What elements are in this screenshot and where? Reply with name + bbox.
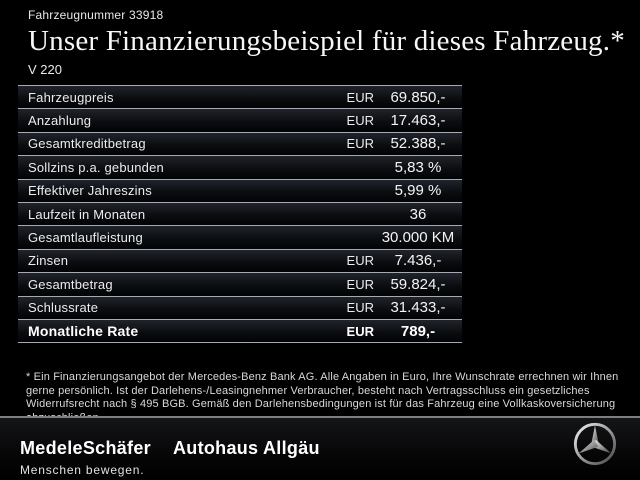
row-currency: EUR bbox=[346, 89, 374, 105]
dealer-footer: MedeleSchäfer Autohaus Allgäu Menschen b… bbox=[0, 416, 640, 480]
financing-table: Fahrzeugpreis EUR 69.850,- Anzahlung EUR… bbox=[18, 85, 462, 344]
row-value: 52.388,- bbox=[390, 135, 446, 153]
row-value: 17.463,- bbox=[390, 112, 446, 130]
row-currency: EUR bbox=[346, 253, 374, 269]
table-row: Sollzins p.a. gebunden 5,83 % bbox=[18, 156, 462, 180]
table-row: Schlussrate EUR 31.433,- bbox=[18, 296, 462, 320]
row-value: 5,99 % bbox=[394, 182, 442, 200]
row-currency: EUR bbox=[346, 276, 374, 292]
row-value: 7.436,- bbox=[394, 252, 442, 270]
page-title: Unser Finanzierungsbeispiel für dieses F… bbox=[28, 25, 625, 57]
mercedes-star-icon bbox=[573, 422, 617, 466]
row-currency: EUR bbox=[346, 300, 374, 316]
dealer-location-logo: Autohaus Allgäu bbox=[172, 438, 320, 458]
dealer-slogan: Menschen bewegen. bbox=[20, 463, 145, 477]
vehicle-model: V 220 bbox=[28, 62, 62, 77]
row-label: Monatliche Rate bbox=[28, 323, 139, 340]
row-value: 30.000 KM bbox=[381, 229, 455, 247]
row-currency: EUR bbox=[346, 323, 374, 339]
row-value: 69.850,- bbox=[390, 88, 446, 106]
row-label: Effektiver Jahreszins bbox=[28, 183, 152, 199]
row-label: Anzahlung bbox=[28, 113, 92, 129]
row-label: Laufzeit in Monaten bbox=[28, 206, 146, 222]
row-currency: EUR bbox=[346, 136, 374, 152]
table-row: Laufzeit in Monaten 36 bbox=[18, 202, 462, 227]
row-label: Fahrzeugpreis bbox=[28, 89, 114, 105]
page-header: Fahrzeugnummer 33918 Unser Finanzierungs… bbox=[28, 8, 630, 77]
table-row: Fahrzeugpreis EUR 69.850,- bbox=[18, 86, 462, 110]
table-row: Zinsen EUR 7.436,- bbox=[18, 249, 462, 274]
row-value: 59.824,- bbox=[390, 275, 446, 293]
row-label: Gesamtkreditbetrag bbox=[28, 136, 146, 152]
table-row: Gesamtkreditbetrag EUR 52.388,- bbox=[18, 132, 462, 157]
row-label: Sollzins p.a. gebunden bbox=[28, 159, 164, 175]
table-row: Gesamtlaufleistung 30.000 KM bbox=[18, 226, 462, 250]
row-label: Gesamtlaufleistung bbox=[28, 230, 143, 246]
table-row: Gesamtbetrag EUR 59.824,- bbox=[18, 273, 462, 297]
row-value: 36 bbox=[409, 205, 427, 223]
table-row: Anzahlung EUR 17.463,- bbox=[18, 109, 462, 133]
table-row: Effektiver Jahreszins 5,99 % bbox=[18, 179, 462, 203]
row-currency: EUR bbox=[346, 113, 374, 129]
row-value: 789,- bbox=[400, 322, 436, 340]
row-label: Zinsen bbox=[28, 253, 69, 269]
row-label: Gesamtbetrag bbox=[28, 276, 113, 292]
dealer-name-logo: MedeleSchäfer bbox=[20, 438, 151, 458]
table-row-monthly-rate: Monatliche Rate EUR 789,- bbox=[18, 319, 462, 344]
vehicle-number: Fahrzeugnummer 33918 bbox=[28, 8, 164, 22]
row-value: 5,83 % bbox=[394, 158, 442, 176]
row-label: Schlussrate bbox=[28, 300, 99, 316]
dealer-block: MedeleSchäfer Autohaus Allgäu Menschen b… bbox=[20, 438, 320, 477]
row-value: 31.433,- bbox=[390, 299, 446, 317]
